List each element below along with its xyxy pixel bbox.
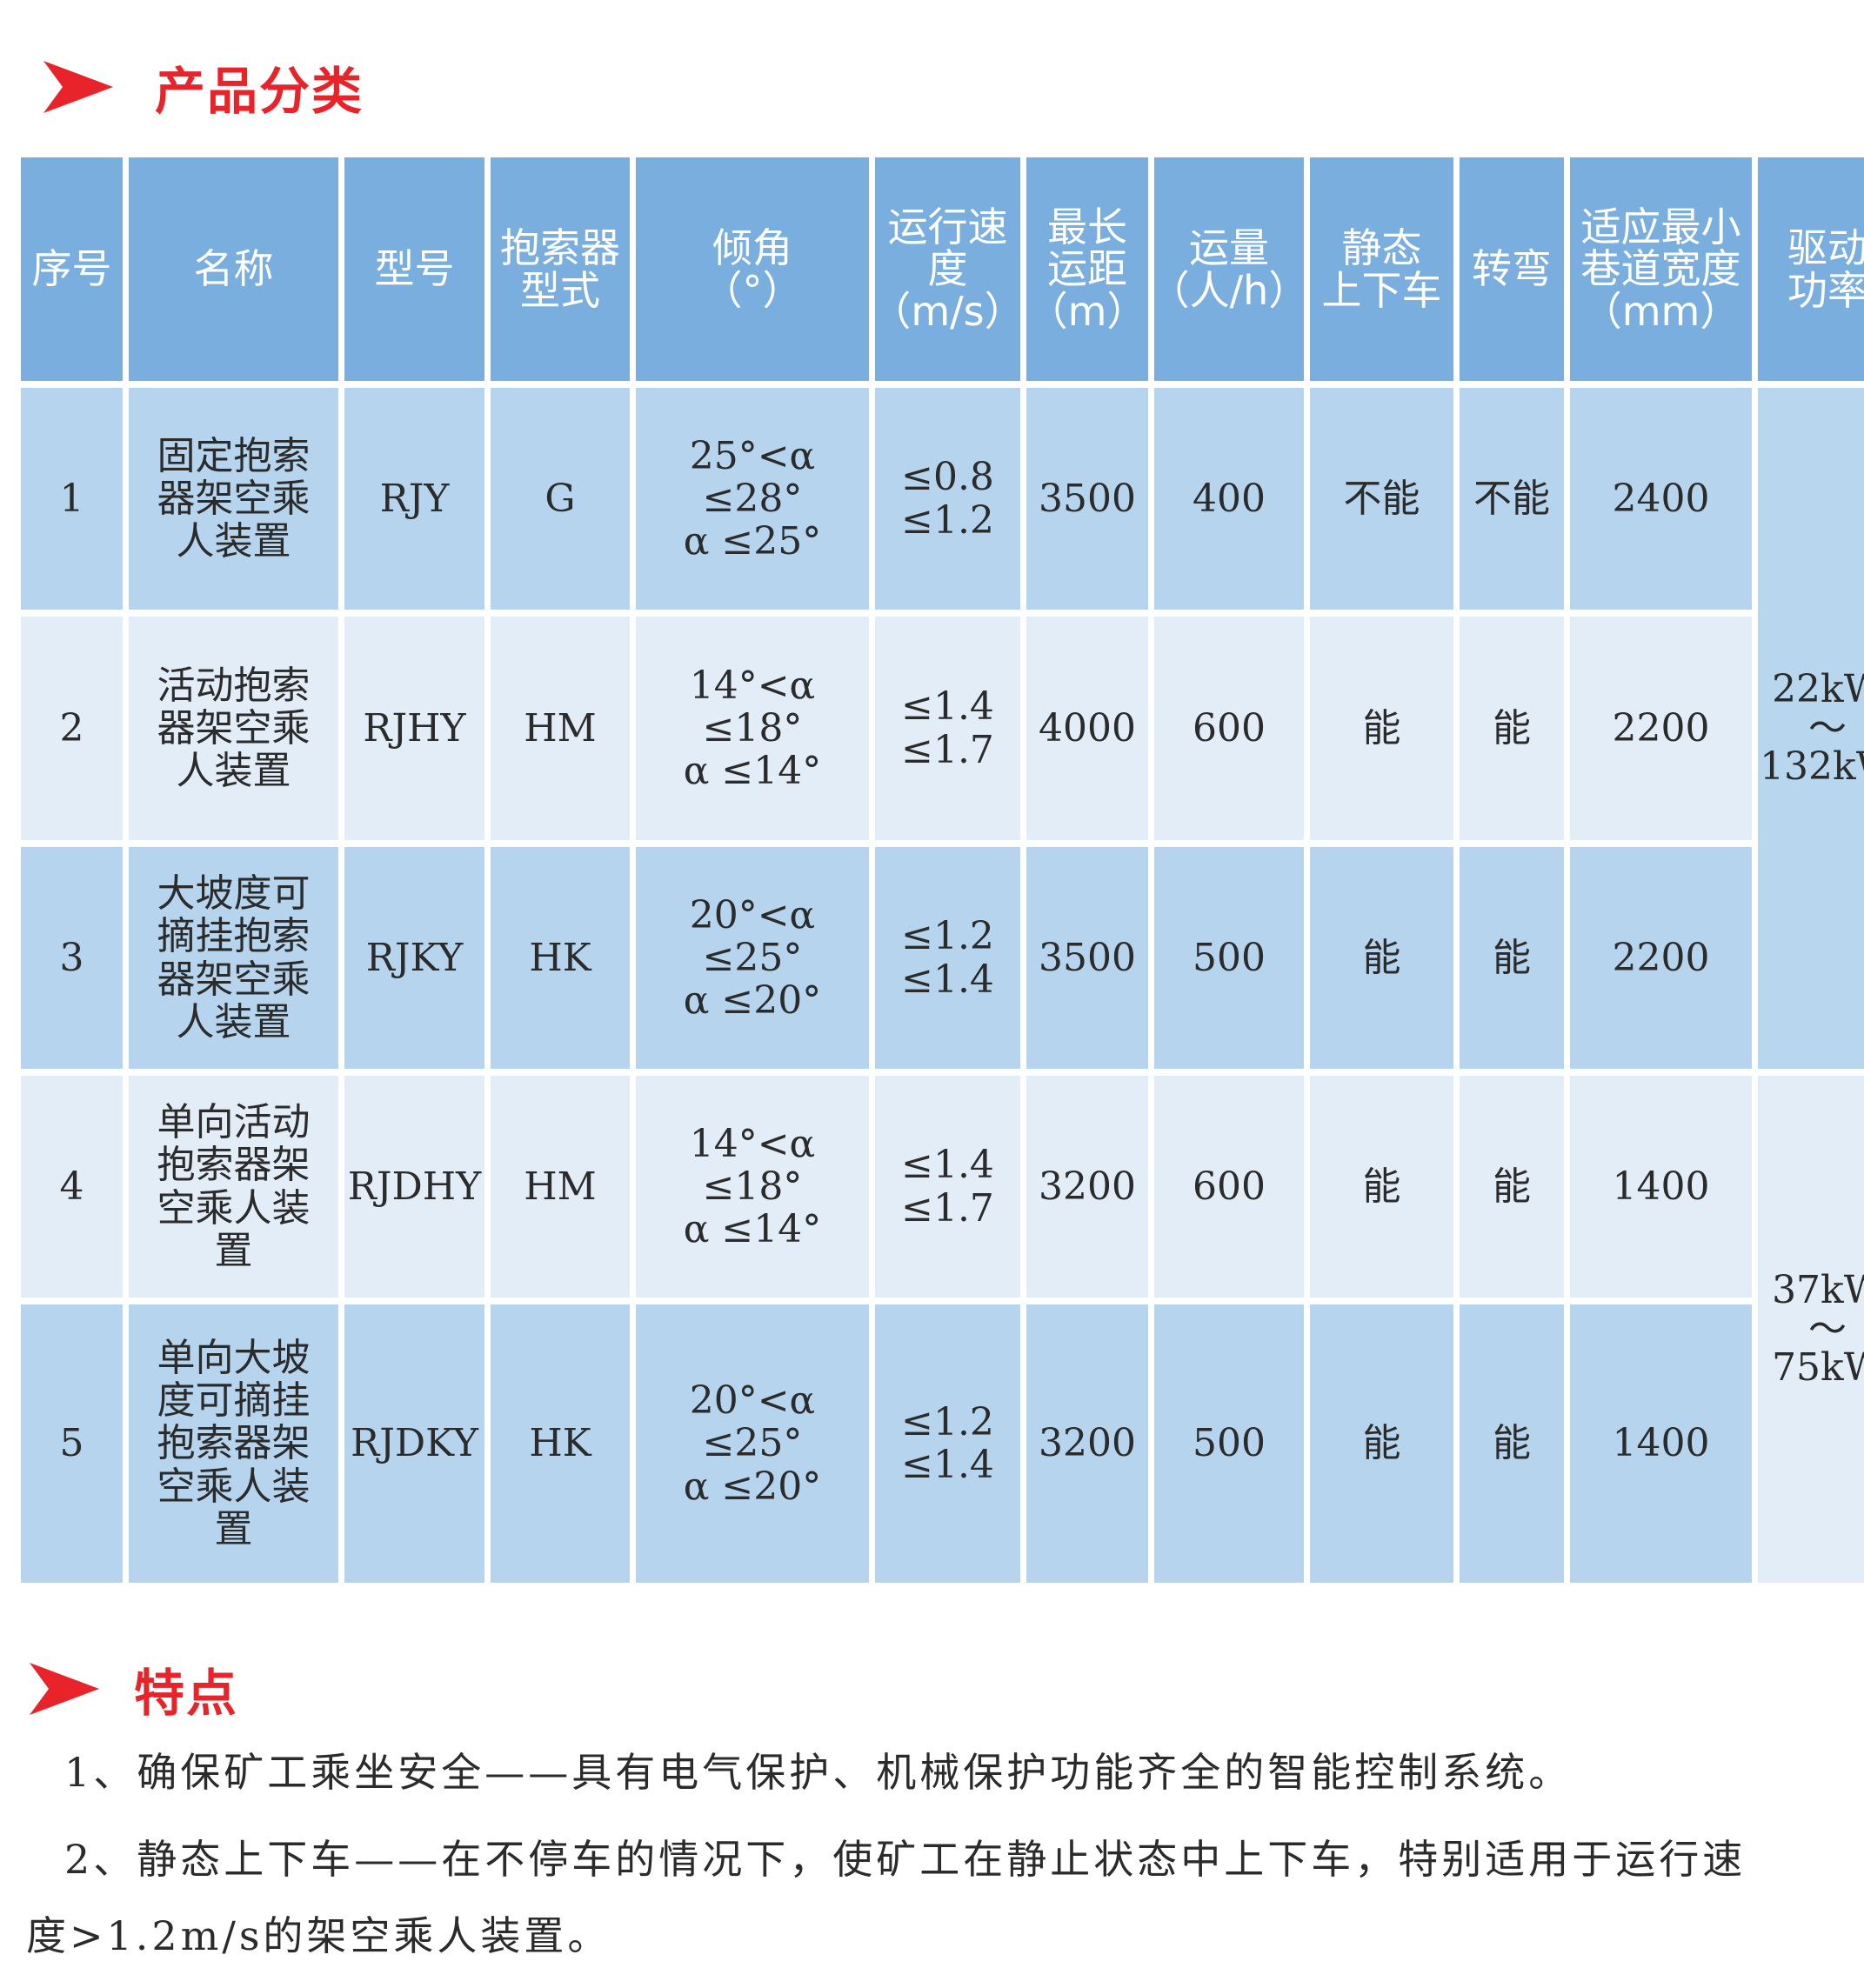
cell-width: 1400	[1570, 1076, 1752, 1298]
cell-clamp: HK	[491, 1304, 630, 1583]
header-speed: 运行速度（m/s）	[871, 157, 1025, 381]
cell-capacity: 600	[1154, 1076, 1304, 1298]
cell-model: RJY	[344, 388, 484, 610]
cell-angle: 20°<α ≤25° α ≤20°	[636, 847, 869, 1069]
cell-angle: 14°<α ≤18° α ≤14°	[636, 1076, 869, 1298]
header-capacity: 运量 （人/h）	[1150, 157, 1308, 381]
header-turn: 转弯	[1460, 157, 1564, 381]
cell-no: 1	[21, 388, 123, 610]
cell-width: 2400	[1570, 388, 1752, 610]
cell-angle: 25°<α ≤28° α ≤25°	[636, 388, 869, 610]
header-angle: 倾角 （°）	[636, 157, 869, 381]
cell-model: RJHY	[344, 617, 484, 840]
cell-distance: 3200	[1026, 1076, 1148, 1298]
cell-speed: ≤1.2 ≤1.4	[875, 847, 1020, 1069]
cell-static: 能	[1310, 1304, 1453, 1583]
cell-speed: ≤1.4 ≤1.7	[875, 1076, 1020, 1298]
cell-static: 不能	[1310, 388, 1453, 610]
product-table: 序号 名称 型号 抱索器 型式 倾角 （°） 运行速度（m/s） 最长 运距 （m） 运…	[21, 157, 1864, 1583]
cell-distance: 3500	[1026, 388, 1148, 610]
cell-turn: 能	[1460, 847, 1564, 1069]
header-power: 驱动 功率	[1758, 157, 1864, 381]
cell-clamp: HM	[491, 617, 630, 840]
cell-static: 能	[1310, 617, 1453, 840]
feature-line-2: 2、静态上下车——在不停车的情况下，使矿工在静止状态中上下车，特别适用于运行速	[64, 1836, 1747, 1883]
cell-capacity: 400	[1154, 388, 1304, 610]
cell-clamp: HM	[491, 1076, 630, 1298]
header-min-width: 适应最小 巷道宽度 （mm）	[1570, 157, 1752, 381]
cell-distance: 3200	[1026, 1304, 1148, 1583]
section-title: 特点	[134, 1664, 239, 1723]
cell-turn: 不能	[1460, 388, 1564, 610]
header-no: 序号	[21, 157, 123, 381]
cell-name: 活动抱索 器架空乘 人装置	[129, 617, 338, 840]
cell-speed: ≤0.8 ≤1.2	[875, 388, 1020, 610]
cell-clamp: G	[491, 388, 630, 610]
cell-power-group-1: 22kW～132kW	[1758, 388, 1864, 1069]
header-distance: 最长 运距 （m）	[1026, 157, 1148, 381]
cell-static: 能	[1310, 1076, 1453, 1298]
cell-power-group-2: 37kW ～ 75kW	[1758, 1076, 1864, 1583]
cell-static: 能	[1310, 847, 1453, 1069]
cell-capacity: 500	[1154, 1304, 1304, 1583]
cell-model: RJDHY	[344, 1076, 484, 1298]
header-name: 名称	[129, 157, 338, 381]
feature-line-3: 度>1.2m/s的架空乘人装置。	[26, 1912, 611, 1959]
cell-angle: 14°<α ≤18° α ≤14°	[636, 617, 869, 840]
cell-name: 单向大坡 度可摘挂 抱索器架 空乘人装置	[129, 1304, 338, 1583]
cell-turn: 能	[1460, 617, 1564, 840]
cell-no: 2	[21, 617, 123, 840]
header-clamp-type: 抱索器 型式	[491, 157, 630, 381]
cell-width: 2200	[1570, 847, 1752, 1069]
cell-no: 5	[21, 1304, 123, 1583]
cell-speed: ≤1.4 ≤1.7	[875, 617, 1020, 840]
red-arrow-icon	[30, 1663, 99, 1715]
cell-name: 单向活动 抱索器架 空乘人装置	[129, 1076, 338, 1298]
cell-distance: 3500	[1026, 847, 1148, 1069]
cell-distance: 4000	[1026, 617, 1148, 840]
cell-clamp: HK	[491, 847, 630, 1069]
cell-name: 固定抱索 器架空乘 人装置	[129, 388, 338, 610]
section-title: 产品分类	[155, 62, 364, 121]
section-heading-product-classification: 产品分类	[43, 50, 364, 123]
cell-turn: 能	[1460, 1076, 1564, 1298]
feature-line-1: 1、确保矿工乘坐安全——具有电气保护、机械保护功能齐全的智能控制系统。	[64, 1749, 1573, 1796]
cell-width: 2200	[1570, 617, 1752, 840]
header-static-boarding: 静态 上下车	[1310, 157, 1453, 381]
cell-speed: ≤1.2 ≤1.4	[875, 1304, 1020, 1583]
cell-width: 1400	[1570, 1304, 1752, 1583]
cell-model: RJKY	[344, 847, 484, 1069]
cell-no: 4	[21, 1076, 123, 1298]
cell-no: 3	[21, 847, 123, 1069]
cell-model: RJDKY	[344, 1304, 484, 1583]
cell-capacity: 600	[1154, 617, 1304, 840]
cell-capacity: 500	[1154, 847, 1304, 1069]
cell-turn: 能	[1460, 1304, 1564, 1583]
cell-angle: 20°<α ≤25° α ≤20°	[636, 1304, 869, 1583]
red-arrow-icon	[43, 61, 113, 113]
section-heading-features: 特点	[30, 1652, 238, 1725]
cell-name: 大坡度可 摘挂抱索 器架空乘 人装置	[129, 847, 338, 1069]
header-model: 型号	[344, 157, 484, 381]
